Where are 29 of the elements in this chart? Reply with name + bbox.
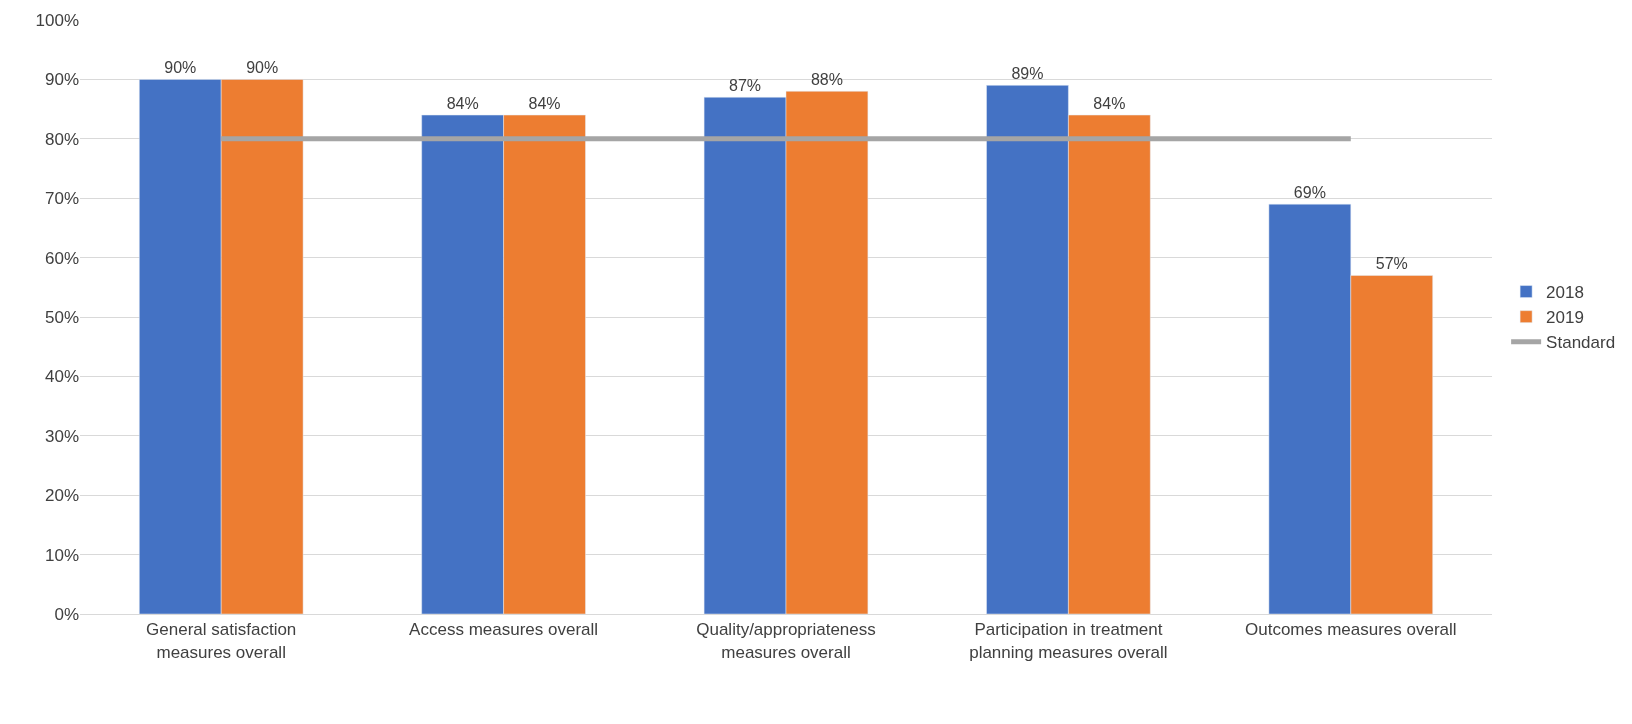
data-label: 87% bbox=[729, 77, 762, 95]
y-tick-label: 100% bbox=[35, 10, 79, 30]
legend-label: 2018 bbox=[1546, 283, 1584, 303]
data-label: 90% bbox=[246, 59, 279, 77]
x-tick-label: Participation in treatment planning measures overall bbox=[969, 620, 1168, 662]
x-tick-label: Access measures overall bbox=[409, 620, 599, 640]
data-label: 84% bbox=[1093, 95, 1126, 113]
data-label: 84% bbox=[446, 95, 479, 113]
x-tick-label: Outcomes measures overall bbox=[1244, 620, 1457, 640]
y-tick-label: 30% bbox=[44, 426, 79, 446]
x-tick-label: Quality/appropriateness measures overall bbox=[696, 620, 876, 662]
data-label: 57% bbox=[1375, 255, 1408, 273]
y-tick-label: 90% bbox=[44, 70, 79, 90]
y-tick-label: 0% bbox=[54, 604, 79, 624]
y-tick-label: 20% bbox=[44, 486, 79, 506]
data-label: 90% bbox=[164, 59, 197, 77]
legend-label: 2019 bbox=[1546, 308, 1584, 328]
y-tick-label: 70% bbox=[44, 189, 79, 209]
data-label: 89% bbox=[1011, 65, 1044, 83]
data-label: 69% bbox=[1293, 184, 1326, 202]
y-tick-label: 60% bbox=[44, 248, 79, 268]
y-tick-label: 40% bbox=[44, 367, 79, 387]
y-tick-label: 10% bbox=[44, 545, 79, 565]
legend-label: Standard bbox=[1546, 333, 1616, 353]
data-label: 88% bbox=[810, 71, 843, 89]
data-label: 84% bbox=[528, 95, 561, 113]
y-tick-label: 80% bbox=[44, 129, 79, 149]
x-tick-label: General satisfaction measures overall bbox=[146, 620, 297, 662]
y-tick-label: 50% bbox=[44, 307, 79, 327]
